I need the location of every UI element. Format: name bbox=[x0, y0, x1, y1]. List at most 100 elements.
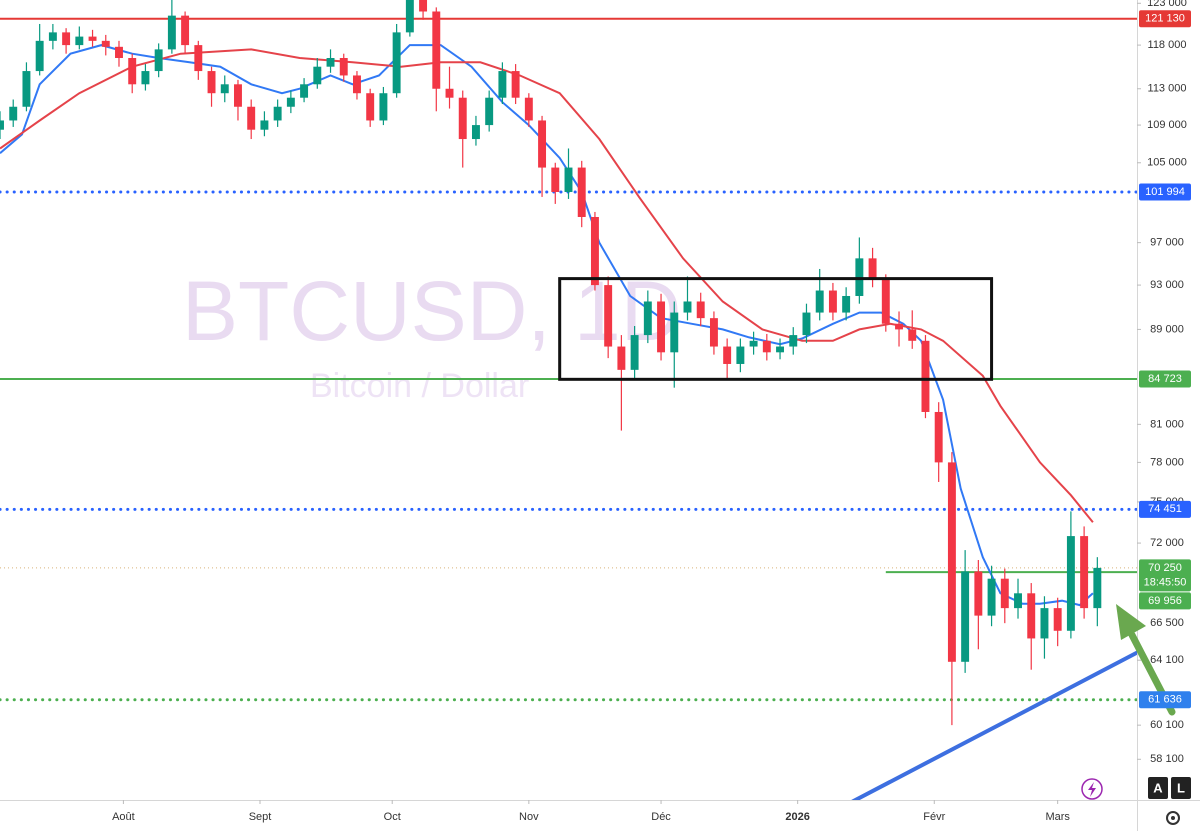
price-label-box bbox=[1139, 559, 1191, 592]
candle-body bbox=[723, 346, 732, 364]
candle-body bbox=[432, 11, 441, 89]
candle-body bbox=[1093, 567, 1102, 609]
candle-body bbox=[220, 84, 229, 94]
price-label: 74 451 bbox=[1148, 503, 1182, 515]
candle-body bbox=[485, 97, 494, 126]
candle-body bbox=[366, 93, 375, 121]
candle-body bbox=[657, 301, 666, 353]
candle-body bbox=[670, 312, 679, 353]
y-tick-label: 113 000 bbox=[1148, 83, 1187, 95]
candle-body bbox=[815, 290, 824, 313]
y-tick-label: 64 100 bbox=[1150, 654, 1184, 666]
candle-body bbox=[1040, 608, 1049, 639]
candle-body bbox=[987, 578, 996, 616]
price-label-box bbox=[1139, 10, 1191, 28]
candle-body bbox=[590, 216, 599, 286]
y-tick-label: 72 000 bbox=[1150, 537, 1184, 549]
candle-body bbox=[630, 335, 639, 370]
candle-body bbox=[538, 120, 547, 168]
candle-body bbox=[48, 32, 57, 41]
x-tick-label: Sept bbox=[249, 811, 272, 823]
candle-body bbox=[379, 93, 388, 121]
candle-body bbox=[392, 32, 401, 94]
x-tick-label: Févr bbox=[923, 811, 945, 823]
candle-body bbox=[564, 167, 573, 192]
y-tick-label: 123 000 bbox=[1147, 0, 1187, 9]
y-tick-label: 60 100 bbox=[1150, 719, 1184, 731]
candle-body bbox=[115, 46, 123, 58]
candle-body bbox=[604, 285, 613, 347]
candle-body bbox=[828, 290, 837, 313]
candle-body bbox=[789, 335, 798, 347]
candle-body bbox=[895, 323, 903, 330]
candle-body bbox=[802, 312, 811, 336]
candle-body bbox=[207, 71, 216, 94]
candle-body bbox=[273, 106, 282, 121]
x-tick-label: Nov bbox=[519, 811, 539, 823]
candle-body bbox=[9, 106, 18, 121]
candle-body bbox=[524, 97, 533, 121]
candle-body bbox=[154, 49, 163, 72]
candle-body bbox=[1027, 593, 1036, 639]
y-tick-label: 66 500 bbox=[1150, 617, 1184, 629]
price-label: 61 636 bbox=[1148, 694, 1182, 706]
candle-body bbox=[101, 40, 110, 47]
alert-icon[interactable] bbox=[1081, 778, 1103, 800]
candle-body bbox=[696, 301, 705, 319]
y-tick-label: 109 000 bbox=[1147, 119, 1187, 131]
candle-body bbox=[88, 36, 97, 41]
y-tick-label: 81 000 bbox=[1150, 418, 1184, 430]
candle-body bbox=[22, 71, 31, 107]
candle-body bbox=[419, 0, 428, 12]
log-button[interactable] bbox=[1171, 777, 1191, 799]
moving-average bbox=[0, 48, 1094, 523]
candle-body bbox=[709, 318, 718, 347]
candle-body bbox=[511, 71, 520, 98]
x-tick-label: Août bbox=[112, 811, 135, 823]
candle-body bbox=[1066, 536, 1075, 631]
candle-body bbox=[643, 301, 652, 336]
candle-body bbox=[974, 571, 983, 616]
y-tick-label: 93 000 bbox=[1150, 279, 1184, 291]
candle-body bbox=[194, 45, 203, 72]
candle-body bbox=[234, 84, 242, 107]
candle-body bbox=[1014, 593, 1022, 609]
toolbar: A L bbox=[1081, 777, 1191, 825]
candle-body bbox=[181, 15, 190, 46]
y-tick-label: 97 000 bbox=[1150, 237, 1184, 249]
candle-body bbox=[62, 32, 71, 46]
candle-body bbox=[300, 84, 309, 98]
price-label: 101 994 bbox=[1145, 186, 1185, 198]
settings-icon-center bbox=[1171, 816, 1175, 820]
candle-body bbox=[577, 167, 586, 217]
candle-body bbox=[961, 571, 970, 662]
candle-body bbox=[326, 57, 335, 67]
y-tick-label: 118 000 bbox=[1148, 39, 1187, 51]
price-label: 84 723 bbox=[1148, 373, 1182, 385]
y-tick-label: 105 000 bbox=[1147, 157, 1187, 169]
candle-body bbox=[167, 15, 176, 50]
candle-body bbox=[881, 279, 890, 324]
y-tick-label: 78 000 bbox=[1150, 456, 1184, 468]
countdown-label: 18:45:50 bbox=[1144, 576, 1187, 588]
price-label-box bbox=[1139, 370, 1191, 388]
candle-body bbox=[842, 295, 851, 313]
settings-icon[interactable] bbox=[1166, 811, 1180, 825]
candle-body bbox=[776, 346, 785, 353]
candle-body bbox=[471, 125, 480, 140]
candle-body bbox=[868, 258, 877, 280]
candle-body bbox=[260, 120, 269, 130]
price-label: 121 130 bbox=[1145, 13, 1185, 25]
candle-body bbox=[339, 57, 348, 76]
candle-body bbox=[749, 340, 758, 347]
plot-area: BTCUSD, 1D Bitcoin / Dollar bbox=[0, 0, 1137, 800]
candle-body bbox=[908, 329, 917, 341]
price-label-box bbox=[1139, 183, 1191, 201]
range-box bbox=[558, 277, 994, 381]
candle-body bbox=[286, 97, 295, 107]
auto-button[interactable] bbox=[1148, 777, 1168, 799]
trendline bbox=[851, 650, 1137, 800]
